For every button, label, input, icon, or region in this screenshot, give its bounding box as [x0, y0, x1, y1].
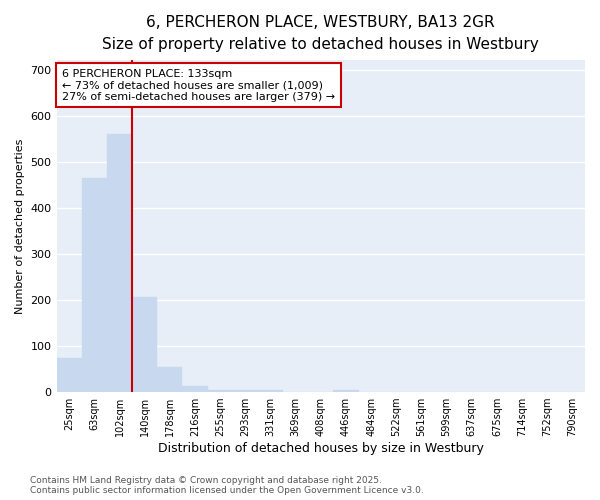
Bar: [107, 134, 132, 392]
Bar: [258, 390, 283, 392]
Text: 6 PERCHERON PLACE: 133sqm
← 73% of detached houses are smaller (1,009)
27% of se: 6 PERCHERON PLACE: 133sqm ← 73% of detac…: [62, 68, 335, 102]
Bar: [182, 386, 208, 392]
Text: Contains HM Land Registry data © Crown copyright and database right 2025.
Contai: Contains HM Land Registry data © Crown c…: [30, 476, 424, 495]
Bar: [334, 390, 359, 392]
Bar: [233, 390, 258, 392]
Bar: [208, 390, 233, 392]
Bar: [82, 178, 107, 392]
Bar: [157, 366, 182, 392]
X-axis label: Distribution of detached houses by size in Westbury: Distribution of detached houses by size …: [158, 442, 484, 455]
Bar: [56, 358, 82, 392]
Y-axis label: Number of detached properties: Number of detached properties: [15, 138, 25, 314]
Bar: [132, 296, 157, 392]
Title: 6, PERCHERON PLACE, WESTBURY, BA13 2GR
Size of property relative to detached hou: 6, PERCHERON PLACE, WESTBURY, BA13 2GR S…: [103, 15, 539, 52]
